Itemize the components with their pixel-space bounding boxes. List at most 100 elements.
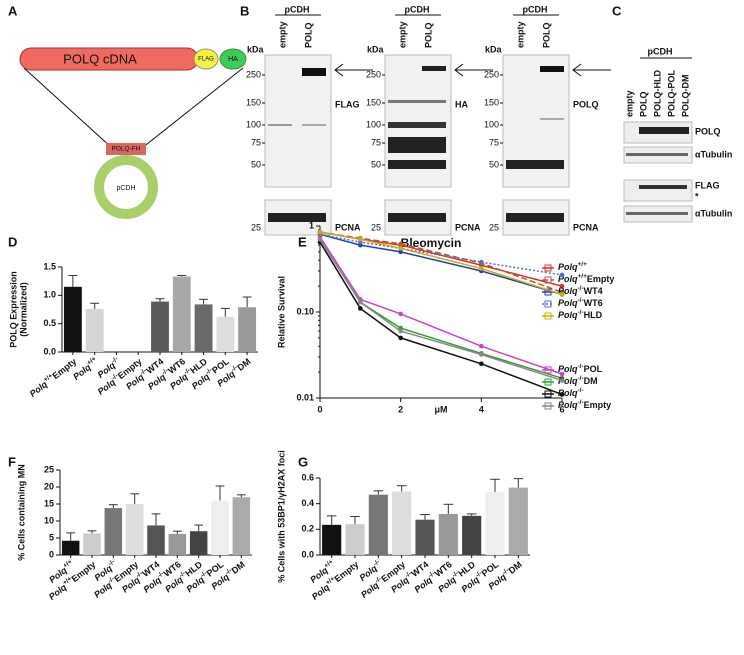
- bar: [508, 487, 528, 555]
- genotype: -/-: [224, 567, 233, 576]
- mw-label: 50: [371, 159, 381, 169]
- bar: [85, 308, 104, 352]
- genotype: -/-: [183, 367, 192, 376]
- lane-label: empty: [624, 90, 634, 117]
- gene-name: Polq: [558, 274, 578, 284]
- construct: DM: [584, 376, 598, 386]
- bar: [485, 492, 505, 555]
- x-axis-label: μM: [434, 404, 447, 414]
- series-point: [479, 352, 484, 357]
- construct: WT4: [584, 286, 603, 296]
- lane-label: POLQ-DM: [680, 75, 690, 118]
- series-line: [319, 238, 563, 379]
- lane-label: POLQ: [423, 22, 433, 48]
- genotype: -/-: [111, 373, 120, 382]
- mw-label: 25: [489, 222, 499, 232]
- genotype: -/-: [578, 375, 584, 382]
- x-tick-label: 2: [398, 404, 403, 414]
- legend-marker: [544, 300, 552, 308]
- connector: [141, 67, 244, 149]
- genotype: +/+: [62, 575, 74, 586]
- genotype: -/-: [161, 367, 170, 376]
- bar: [232, 497, 251, 555]
- x-tick-label: 4: [479, 404, 484, 414]
- gene-name: Polq: [558, 364, 578, 374]
- bar: [211, 500, 229, 555]
- series-point: [317, 237, 323, 242]
- construct: Empty: [584, 400, 612, 410]
- legend-marker: [544, 276, 552, 284]
- genotype: +/+: [62, 559, 74, 570]
- series-point: [317, 229, 323, 235]
- bar: [125, 504, 144, 555]
- lane-label: POLQ: [541, 22, 551, 48]
- blot: [623, 179, 693, 202]
- band: [506, 213, 564, 222]
- y-tick-label: 1.0: [43, 290, 56, 300]
- bar: [415, 519, 435, 555]
- mw-label: 100: [246, 119, 261, 129]
- y-tick-label: 25: [44, 464, 54, 474]
- band: [626, 212, 688, 215]
- flag-tag: [193, 48, 219, 70]
- genotype: -/-: [501, 567, 510, 576]
- y-tick-label: 0.01: [296, 392, 314, 402]
- row-label: αTubulin: [695, 149, 732, 159]
- legend-marker: [544, 264, 552, 272]
- series-point: [358, 306, 363, 311]
- bar: [104, 508, 123, 555]
- cdna-label: POLQ cDNA: [63, 51, 137, 66]
- mw-label: 25: [251, 222, 261, 232]
- y-tick-label: 1.5: [43, 261, 56, 271]
- series-point: [559, 292, 565, 297]
- mw-label: 25: [371, 222, 381, 232]
- band: [268, 213, 326, 222]
- bar: [151, 301, 169, 352]
- insert-label: POLQ-FH: [112, 146, 141, 153]
- genotype: -/-: [578, 387, 584, 394]
- mw-label: 250: [484, 69, 499, 79]
- construct: POL: [584, 364, 603, 374]
- connector: [23, 67, 113, 149]
- legend-marker: [544, 402, 552, 410]
- ha-tag: [219, 48, 247, 70]
- series-line: [319, 238, 563, 382]
- genotype: -/-: [139, 367, 148, 376]
- gene-name: Polq: [558, 286, 578, 296]
- genotype: -/-: [404, 570, 413, 579]
- panel-label: D: [8, 234, 17, 249]
- series-line: [319, 241, 563, 396]
- ha-label: HA: [228, 56, 238, 63]
- bar: [63, 286, 82, 352]
- y-tick-label: 0.5: [43, 318, 56, 328]
- series-point: [398, 246, 403, 251]
- series-point: [398, 249, 403, 255]
- row-label: FLAG: [695, 180, 720, 190]
- y-tick-label: 0: [49, 549, 54, 559]
- gene-name: Polq: [558, 388, 578, 398]
- antibody-label: POLQ: [573, 99, 599, 109]
- chart-title: Bleomycin: [401, 236, 462, 250]
- construct: DM: [236, 357, 253, 373]
- antibody-label: PCNA: [455, 222, 481, 232]
- construct: WT6: [584, 298, 603, 308]
- mw-label: 75: [489, 137, 499, 147]
- gene-name: Polq: [558, 310, 578, 320]
- genotype: -/-: [578, 285, 584, 292]
- genotype: -/-: [578, 363, 584, 370]
- genotype: -/-: [199, 570, 208, 579]
- mw-label: 100: [484, 119, 499, 129]
- band: [540, 66, 564, 72]
- legend-label: Polq+/+: [558, 261, 587, 272]
- legend-label: Polq-/-POL: [558, 363, 603, 374]
- y-axis-label: POLQ Expression: [8, 271, 18, 348]
- construct: Empty: [70, 560, 98, 585]
- lane-label: POLQ-POL: [666, 69, 676, 117]
- kda-label: kDa: [367, 44, 385, 54]
- genotype: -/-: [451, 570, 460, 579]
- genotype: -/-: [578, 297, 584, 304]
- x-tick-label: Polq+/+: [71, 356, 101, 383]
- band: [388, 137, 446, 153]
- y-axis-label: (Normalized): [18, 282, 28, 337]
- series-point: [398, 335, 403, 341]
